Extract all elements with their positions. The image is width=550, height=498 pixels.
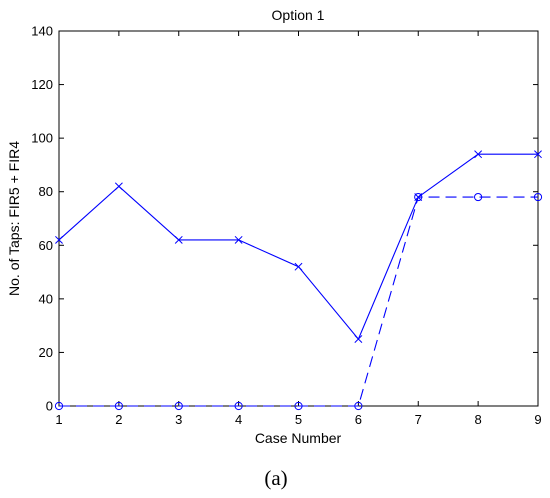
y-axis-label: No. of Taps: FIR5 + FIR4 <box>6 141 22 296</box>
series-2-point <box>354 401 363 411</box>
x-tick-label: 9 <box>534 412 541 427</box>
series-2-point <box>474 192 483 202</box>
y-tick-label: 20 <box>39 345 53 360</box>
y-tick-label: 120 <box>31 77 53 92</box>
series-2-point <box>533 192 543 202</box>
y-tick-label: 80 <box>39 184 53 199</box>
series-2-line <box>59 196 538 407</box>
x-tick-label: 7 <box>415 412 422 427</box>
series-1-point <box>114 182 123 191</box>
series-layer <box>54 150 543 411</box>
series-1-point <box>534 150 542 159</box>
x-tick-label: 2 <box>115 412 122 427</box>
series-1-point <box>294 262 303 271</box>
series-2-point <box>54 401 64 411</box>
series-2-point <box>234 401 243 411</box>
series-2-point <box>414 192 423 202</box>
y-axis: 0 20 40 60 80 100 120 140 <box>31 24 538 414</box>
x-axis: 1 2 3 4 5 6 7 8 9 <box>55 31 542 427</box>
series-2-point <box>294 401 303 411</box>
series-2-point <box>114 401 123 411</box>
series-1-point <box>174 235 183 244</box>
figure-caption: (a) <box>264 466 287 490</box>
x-tick-label: 4 <box>235 412 242 427</box>
y-tick-label: 100 <box>31 131 53 146</box>
series-1-point <box>354 335 363 343</box>
series-1-point <box>55 235 63 244</box>
series-1-point <box>234 235 243 244</box>
x-tick-label: 8 <box>475 412 482 427</box>
y-tick-label: 40 <box>39 291 53 306</box>
x-tick-label: 3 <box>175 412 182 427</box>
x-tick-label: 6 <box>355 412 362 427</box>
series-2-point <box>174 401 183 411</box>
plot-area <box>58 30 539 407</box>
x-tick-label: 1 <box>55 412 62 427</box>
y-tick-label: 140 <box>31 24 53 39</box>
x-axis-label: Case Number <box>255 430 342 446</box>
y-tick-label: 60 <box>39 238 53 253</box>
chart-title: Option 1 <box>272 7 325 23</box>
y-tick-label: 0 <box>46 399 53 414</box>
series-1-point <box>474 150 483 159</box>
x-tick-label: 5 <box>295 412 302 427</box>
